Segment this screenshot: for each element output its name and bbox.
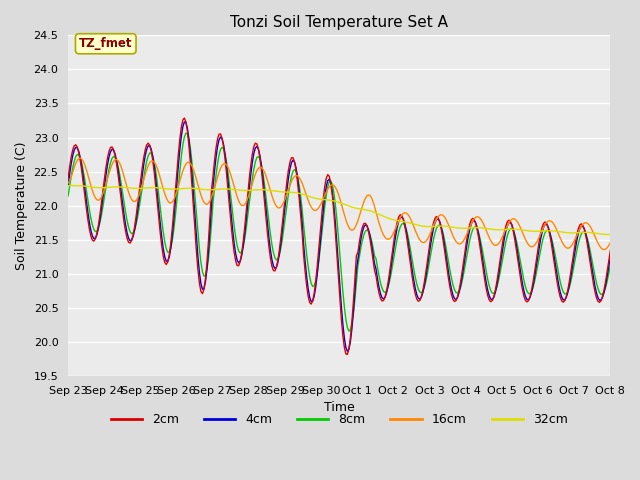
Text: TZ_fmet: TZ_fmet: [79, 37, 132, 50]
Title: Tonzi Soil Temperature Set A: Tonzi Soil Temperature Set A: [230, 15, 448, 30]
Legend: 2cm, 4cm, 8cm, 16cm, 32cm: 2cm, 4cm, 8cm, 16cm, 32cm: [106, 408, 573, 431]
Y-axis label: Soil Temperature (C): Soil Temperature (C): [15, 142, 28, 270]
X-axis label: Time: Time: [324, 401, 355, 414]
